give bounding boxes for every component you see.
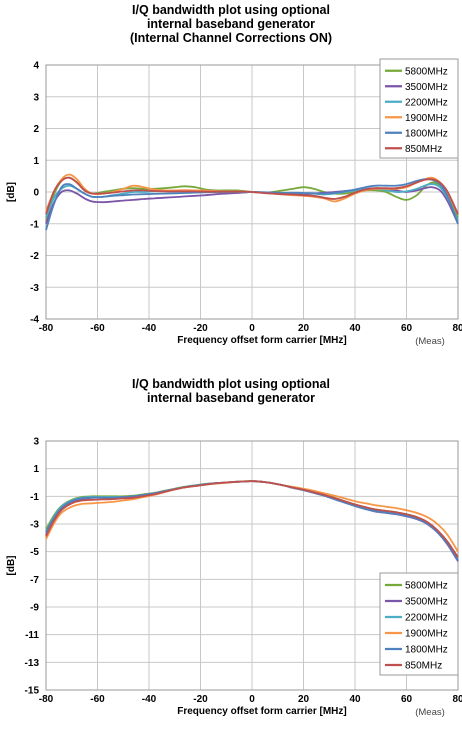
chart-2-x-tick-label: -80 [39,694,54,705]
chart-2-y-axis-label: [dB] [6,556,17,576]
chart-1-x-tick-label: 0 [249,323,255,334]
chart-2-y-tick-label: 1 [33,464,39,475]
chart-1-y-tick-label: 1 [33,156,39,167]
chart-1-y-tick-label: -2 [30,251,39,262]
chart-2-y-tick-label: -13 [25,658,40,669]
chart-1-meas-note: (Meas) [415,336,445,347]
chart-2-legend-label-3500mhz: 3500MHz [405,597,448,608]
chart-2-legend: 5800MHz 3500MHz 2200MHz 1900MHz 1800MHz 850MH… [379,572,459,676]
chart-2-y-tick-label: -5 [30,547,39,558]
chart-2-y-tick-label: -1 [30,492,39,503]
chart-1-legend-label-3500mhz: 3500MHz [405,82,448,93]
chart-1-y-tick-label: 3 [33,92,39,103]
chart-1-x-tick-label: 60 [401,323,413,334]
chart-2-plot: -80 -60 -40 -20 0 20 40 60 80 3 1 -1 -3 -5 -7 -9 -11 -13 -… [6,437,462,719]
chart-2-x-tick-label: 40 [349,694,361,705]
chart-1-y-tick-label: 2 [33,124,39,135]
chart-1-x-tick-label: -40 [142,323,157,334]
chart-1-legend-box [379,58,459,159]
chart-2-x-tick-label: -20 [193,694,208,705]
chart-2-title-line-1: I/Q bandwidth plot using optional [132,377,330,391]
chart-2-x-tick-label: 80 [452,694,462,705]
chart-2-y-tick-label: -15 [25,686,40,697]
chart-1-y-tick-label: 4 [33,61,39,72]
chart-1-legend-label-1800mhz: 1800MHz [405,128,448,139]
chart-1-y-tick-label: -1 [30,219,39,230]
chart-2-x-tick-label: 20 [298,694,310,705]
chart-2-plot-border [45,440,459,691]
chart-2-x-tick-label: 60 [401,694,413,705]
chart-1-legend-label-2200mhz: 2200MHz [405,97,448,108]
chart-2-y-tick-label: -9 [30,603,39,614]
chart-1-title-line-3: (Internal Channel Corrections ON) [129,31,333,45]
chart-2-title-line-2: internal baseband generator [146,391,316,405]
chart-2: I/Q bandwidth plot using optional intern… [0,372,462,731]
chart-1-title-line-1: I/Q bandwidth plot using optional [132,3,330,17]
chart-2-legend-label-850mhz: 850MHz [405,661,442,672]
chart-1-x-tick-label: -20 [193,323,208,334]
chart-1-x-tick-label: 20 [298,323,310,334]
chart-1-plot-border [45,64,459,320]
chart-2-x-axis-label: Frequency offset form carrier [MHz] [177,706,346,717]
chart-1-plot: -80 -60 -40 -20 0 20 40 60 80 4 3 2 1 0 -1 -2 -3 -4 Freque… [6,58,462,347]
chart-1-x-axis-label: Frequency offset form carrier [MHz] [177,335,346,346]
chart-2-x-tick-label: -40 [142,694,157,705]
chart-2-legend-label-1800mhz: 1800MHz [405,645,448,656]
chart-2-y-tick-label: -3 [30,520,39,531]
chart-2-y-tick-label: -7 [30,575,39,586]
chart-2-y-tick-label: -11 [25,630,39,641]
chart-1-y-tick-label: -3 [30,283,39,294]
chart-1-x-tick-label: 80 [452,323,462,334]
chart-1-x-tick-label: 40 [349,323,361,334]
chart-1: I/Q bandwidth plot using optional intern… [0,0,462,360]
chart-1-y-tick-label: -4 [30,315,39,326]
chart-1-series-line-850mhz [45,176,459,215]
chart-2-legend-label-5800mhz: 5800MHz [405,581,448,592]
chart-1-legend-label-5800mhz: 5800MHz [405,66,448,77]
chart-1-x-tick-label: -60 [90,323,105,334]
chart-2-x-tick-label: -60 [90,694,105,705]
chart-2-legend-box [379,572,459,676]
chart-1-title-line-2: internal baseband generator [146,17,316,31]
chart-1-legend-label-850mhz: 850MHz [405,144,442,155]
chart-1-legend: 5800MHz 3500MHz 2200MHz 1900MHz 1800MHz 850MH… [379,58,459,159]
chart-2-meas-note: (Meas) [415,707,445,718]
chart-1-y-tick-label: 0 [33,188,39,199]
chart-1-legend-label-1900mhz: 1900MHz [405,113,448,124]
chart-1-y-axis-label: [dB] [6,182,17,202]
chart-2-x-tick-label: 0 [249,694,255,705]
chart-2-legend-label-2200mhz: 2200MHz [405,613,448,624]
chart-2-legend-label-1900mhz: 1900MHz [405,629,448,640]
chart-2-y-tick-label: 3 [33,437,39,448]
chart-2-series-line-850mhz [45,480,459,558]
chart-1-x-tick-label: -80 [39,323,54,334]
